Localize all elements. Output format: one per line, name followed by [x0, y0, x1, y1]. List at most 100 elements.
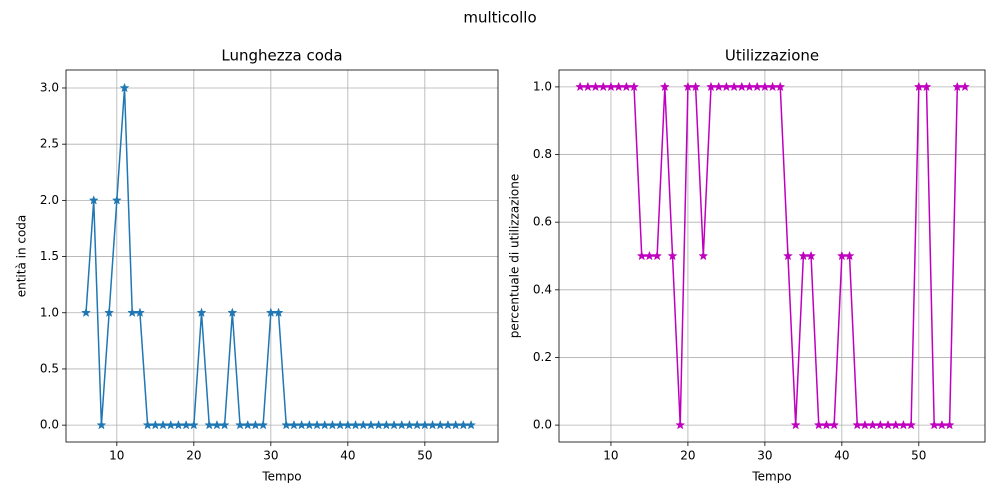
x-tick-label: 50	[417, 449, 432, 463]
marker	[389, 419, 399, 430]
marker	[675, 419, 686, 430]
marker	[312, 419, 322, 430]
y-tick-label: 0.2	[533, 350, 552, 364]
marker	[134, 307, 145, 317]
marker	[273, 307, 284, 317]
marker	[227, 307, 238, 317]
marker	[752, 81, 763, 92]
marker	[81, 307, 91, 317]
marker	[365, 419, 376, 430]
marker	[906, 419, 917, 430]
marker	[613, 81, 624, 92]
marker	[242, 419, 253, 430]
marker	[435, 419, 446, 430]
marker	[204, 419, 215, 430]
marker	[319, 419, 330, 430]
marker	[721, 81, 732, 92]
y-axis-label: percentuale di utilizzazione	[508, 174, 522, 338]
marker	[659, 81, 670, 92]
marker	[466, 419, 477, 430]
marker	[412, 419, 423, 430]
marker	[598, 81, 609, 92]
y-tick-label: 1.0	[533, 79, 552, 93]
marker	[852, 419, 863, 430]
marker	[898, 419, 909, 430]
marker	[775, 81, 786, 92]
marker	[790, 419, 801, 430]
marker	[960, 81, 970, 92]
x-tick-label: 40	[340, 449, 355, 463]
marker	[736, 81, 747, 92]
marker	[373, 419, 384, 430]
marker	[783, 250, 793, 261]
marker	[381, 419, 392, 430]
marker	[119, 82, 130, 93]
chart-title: Utilizzazione	[725, 47, 819, 65]
marker	[150, 419, 161, 430]
marker	[235, 419, 245, 430]
marker	[867, 419, 878, 430]
marker	[188, 419, 199, 430]
marker	[621, 81, 632, 92]
x-tick-label: 30	[757, 449, 772, 463]
marker	[211, 419, 222, 430]
y-axis-label: entità in coda	[15, 215, 29, 298]
marker	[104, 307, 115, 317]
x-axis-label: Tempo	[261, 470, 301, 484]
marker	[729, 81, 740, 92]
y-tick-label: 0.5	[40, 361, 59, 375]
marker	[96, 419, 107, 430]
y-tick-label: 0.0	[40, 418, 59, 432]
marker	[111, 195, 122, 205]
marker	[829, 419, 840, 430]
marker	[652, 250, 663, 261]
x-tick-label: 10	[109, 449, 124, 463]
marker	[821, 419, 832, 430]
marker	[158, 419, 168, 430]
marker	[350, 419, 361, 430]
marker	[327, 419, 338, 430]
marker	[590, 81, 601, 92]
marker	[296, 419, 307, 430]
marker	[88, 195, 99, 205]
marker	[690, 81, 701, 92]
marker	[127, 307, 138, 317]
marker	[698, 250, 709, 261]
y-tick-label: 0.4	[533, 282, 552, 296]
marker	[713, 81, 724, 92]
marker	[427, 419, 438, 430]
marker	[890, 419, 901, 430]
marker	[219, 419, 230, 430]
marker	[921, 81, 932, 92]
marker	[582, 81, 593, 92]
chart-title: Lunghezza coda	[221, 47, 342, 65]
marker	[258, 419, 269, 430]
series-line	[580, 86, 965, 426]
marker	[250, 419, 261, 430]
marker	[806, 250, 817, 261]
y-tick-label: 2.0	[40, 193, 59, 207]
marker	[575, 81, 586, 92]
figure-title: multicollo	[463, 9, 536, 27]
x-tick-label: 20	[680, 449, 695, 463]
marker	[404, 419, 415, 430]
y-tick-label: 0.6	[533, 215, 552, 229]
marker	[636, 250, 647, 261]
marker	[767, 81, 778, 92]
marker	[281, 419, 292, 430]
marker	[936, 419, 947, 430]
marker	[142, 419, 153, 430]
marker	[744, 81, 755, 92]
marker	[859, 419, 870, 430]
x-tick-label: 30	[263, 449, 278, 463]
axes-frame	[65, 69, 499, 443]
marker	[450, 419, 461, 430]
marker	[304, 419, 315, 430]
marker	[288, 419, 299, 430]
marker	[875, 419, 886, 430]
marker	[165, 419, 176, 430]
marker	[813, 419, 824, 430]
x-tick-label: 20	[186, 449, 201, 463]
y-tick-label: 3.0	[40, 80, 59, 94]
